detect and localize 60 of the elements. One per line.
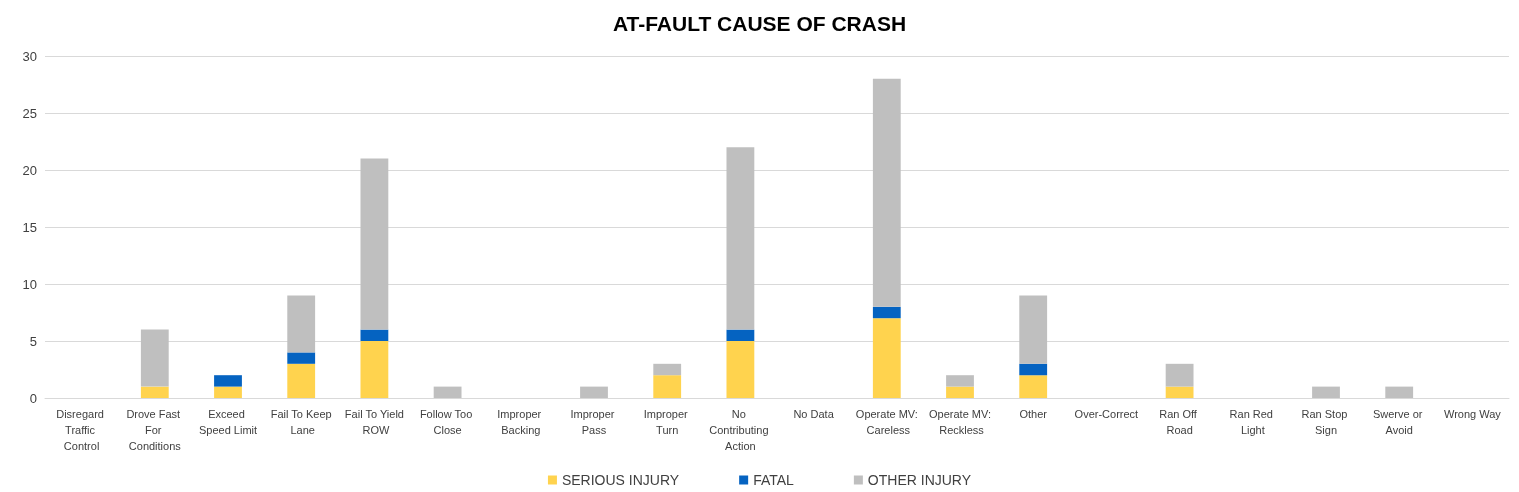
bar xyxy=(287,363,316,398)
x-tick-label: Disregard Traffic Control xyxy=(56,408,107,452)
x-tick-label: Improper Backing xyxy=(497,408,545,436)
x-tick-label: Over-Correct xyxy=(1074,408,1139,420)
bar xyxy=(140,329,169,387)
y-tick-label: 15 xyxy=(22,219,37,235)
x-tick-label: No Contributing Action xyxy=(709,408,772,452)
y-tick-label: 10 xyxy=(22,276,37,292)
x-tick-label: Improper Turn xyxy=(643,408,691,436)
y-tick-label: 25 xyxy=(22,105,37,121)
bar xyxy=(1019,295,1048,364)
bar xyxy=(1165,386,1194,398)
x-tick-label: Fail To Keep Lane xyxy=(270,408,332,436)
x-tick-label: No Data xyxy=(793,408,835,420)
x-tick-label: Operate MV: Reckless xyxy=(929,408,991,436)
bar xyxy=(946,386,974,398)
x-tick-label: Follow Too Close xyxy=(419,408,476,436)
bar xyxy=(360,329,389,341)
y-tick-label: 5 xyxy=(29,333,37,349)
bar xyxy=(580,386,608,398)
bar xyxy=(1019,375,1048,398)
bar xyxy=(726,341,755,398)
bar xyxy=(287,352,316,364)
bar xyxy=(872,78,901,307)
x-tick-label: Wrong Way xyxy=(1443,408,1502,420)
x-tick-label: Ran Red Light xyxy=(1229,408,1277,436)
x-tick-label: Fail To Yield ROW xyxy=(344,408,404,436)
bar xyxy=(872,306,901,319)
legend-label: FATAL xyxy=(753,472,795,488)
bar xyxy=(946,375,974,387)
x-tick-label: Ran Off Road xyxy=(1159,408,1200,436)
chart-title: AT-FAULT CAUSE OF CRASH xyxy=(612,12,907,35)
y-tick-label: 0 xyxy=(29,390,37,406)
bar xyxy=(287,295,316,353)
bar xyxy=(360,158,389,330)
bar xyxy=(653,363,682,376)
legend-label: OTHER INJURY xyxy=(867,472,972,488)
x-tick-label: Exceed Speed Limit xyxy=(198,408,258,436)
bar xyxy=(872,318,901,398)
x-tick-label: Improper Pass xyxy=(570,408,618,436)
legend-label: SERIOUS INJURY xyxy=(561,472,680,488)
x-tick-label: Operate MV: Careless xyxy=(855,408,918,436)
bar xyxy=(1019,363,1048,376)
x-tick-label: Drove Fast For Conditions xyxy=(126,408,184,452)
bar xyxy=(653,375,682,398)
bar xyxy=(1312,386,1340,398)
bar xyxy=(1385,386,1414,398)
bar xyxy=(214,386,242,398)
bar xyxy=(140,386,169,398)
y-tick-label: 30 xyxy=(22,48,37,64)
bar xyxy=(360,341,389,398)
x-tick-label: Swerve or Avoid xyxy=(1372,408,1426,436)
x-tick-label: Other xyxy=(1019,408,1048,420)
bar xyxy=(433,386,462,398)
bar xyxy=(726,147,755,330)
bar xyxy=(726,329,755,341)
x-tick-label: Ran Stop Sign xyxy=(1301,408,1351,436)
bar xyxy=(214,375,242,387)
bar xyxy=(1165,363,1194,387)
y-tick-label: 20 xyxy=(22,162,37,178)
